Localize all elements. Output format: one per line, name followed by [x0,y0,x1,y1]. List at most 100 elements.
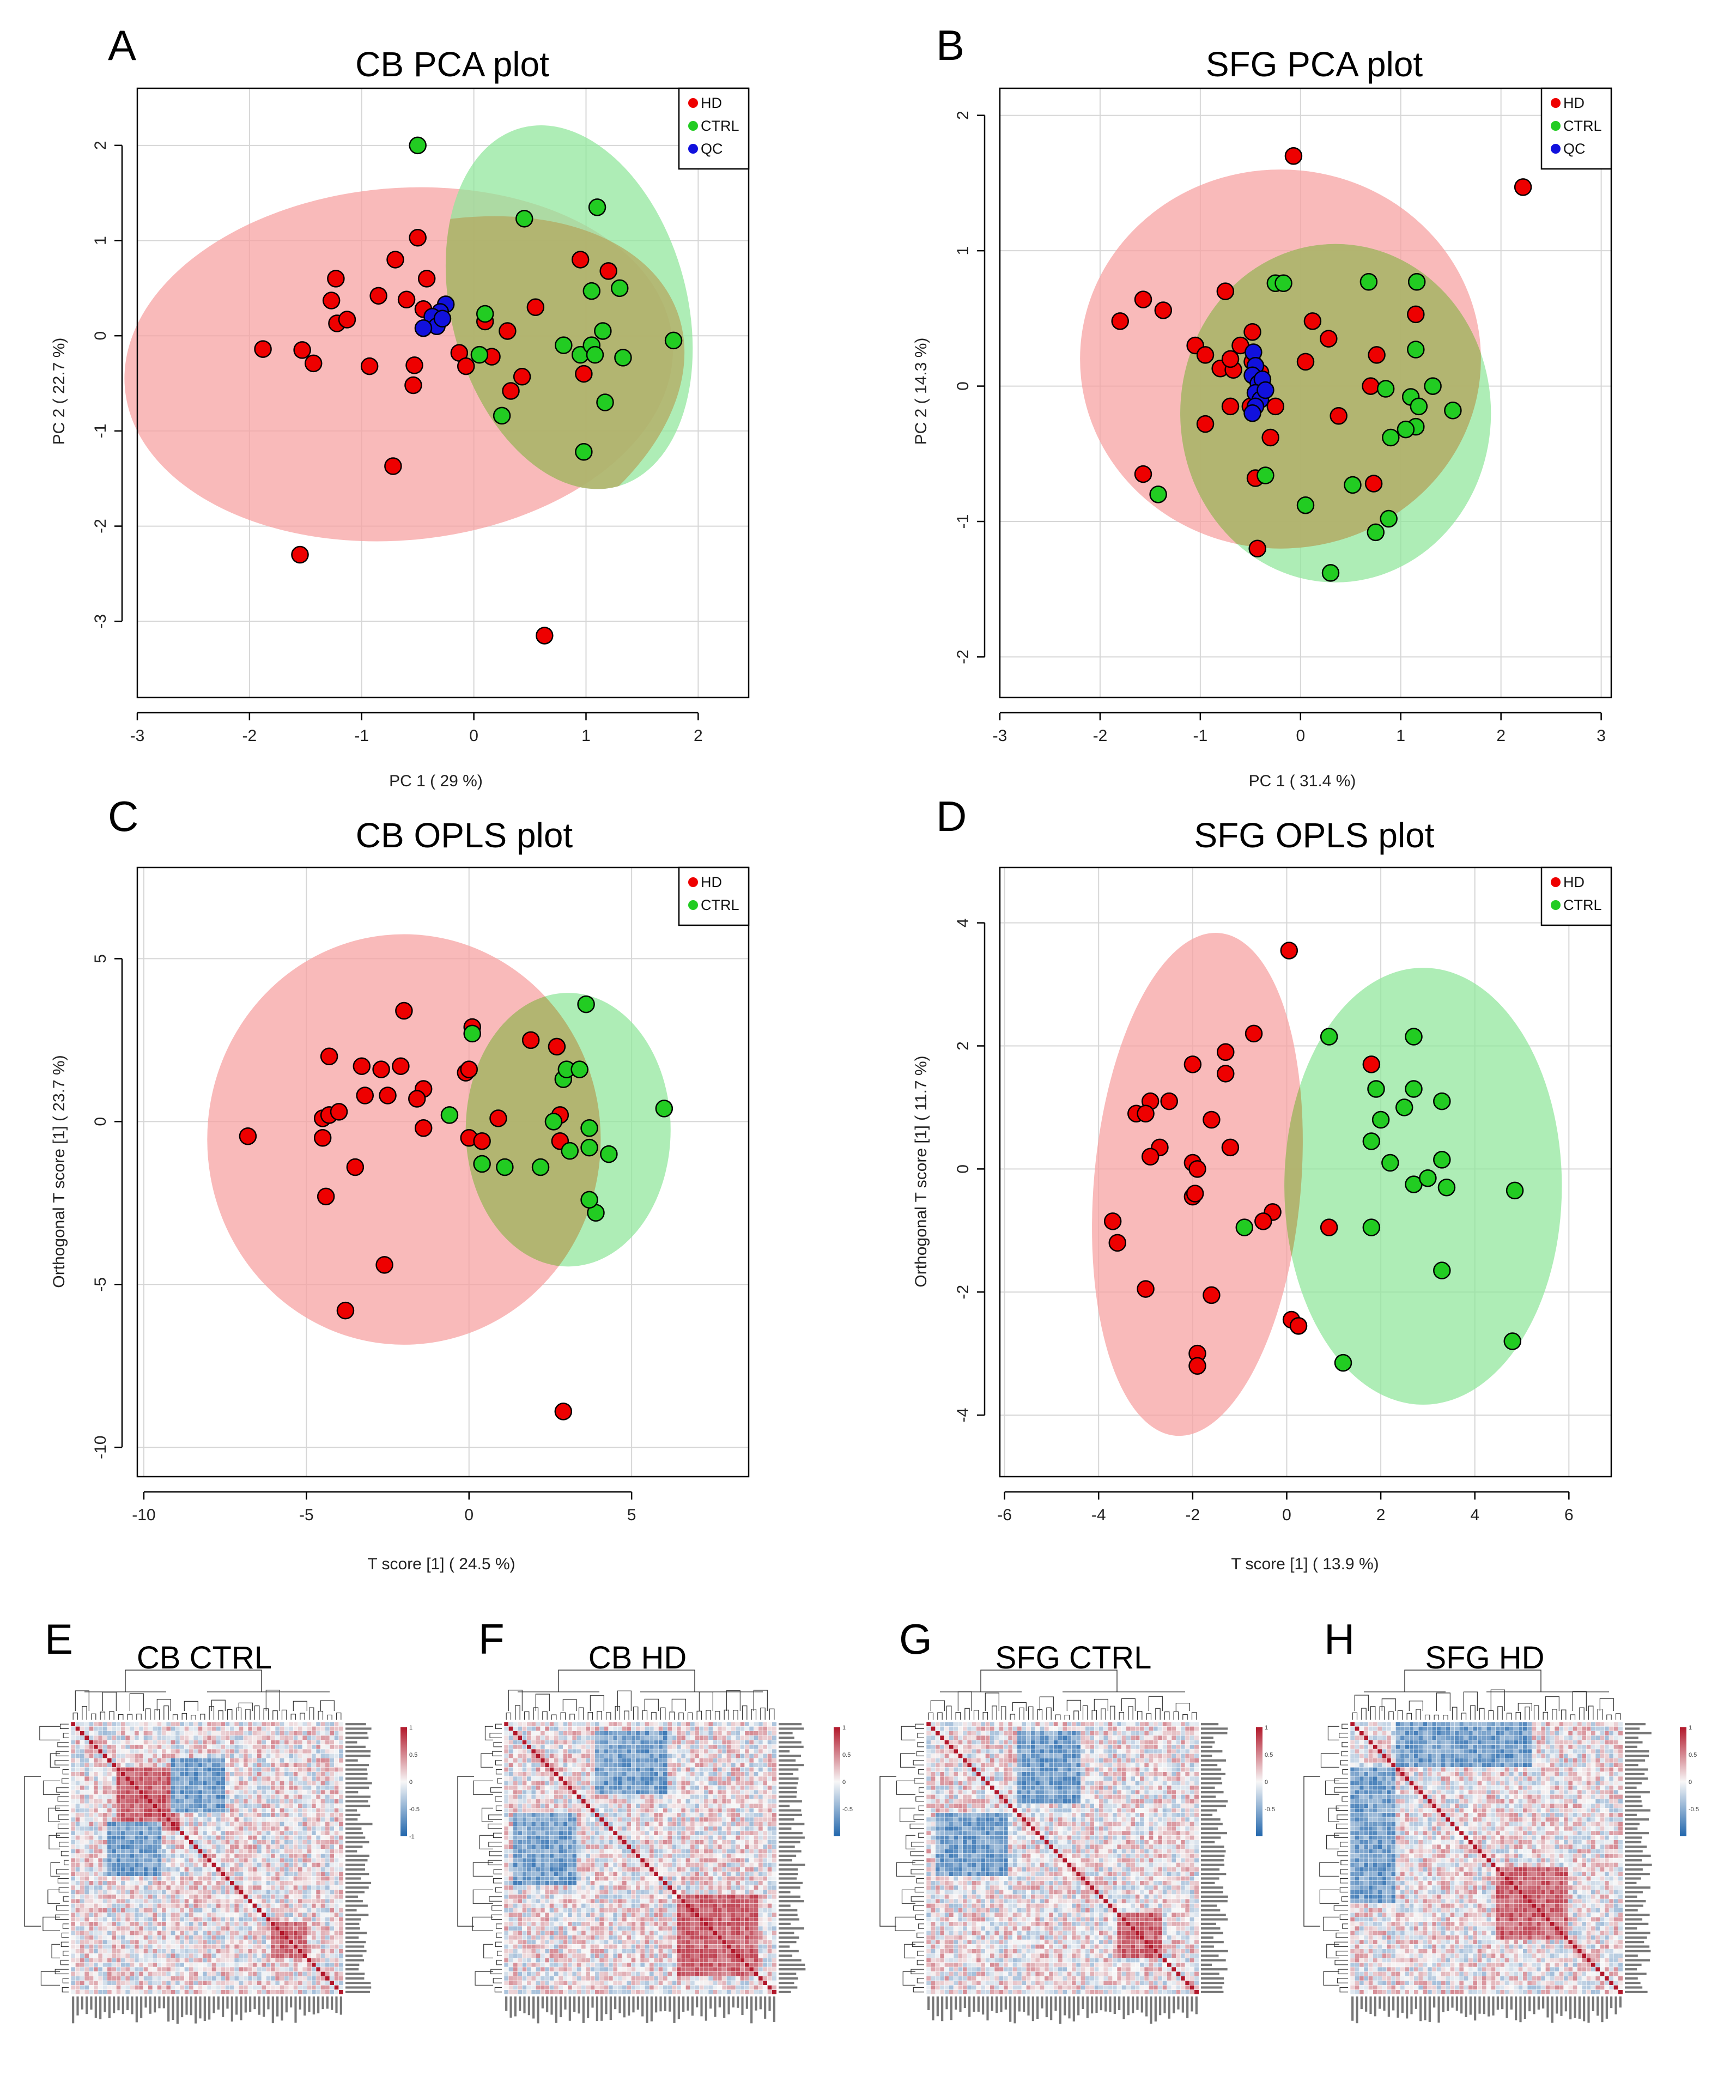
col-label-e [72,1996,74,2023]
heatmap-cell-e [280,1844,284,1849]
heatmap-cell-e [293,1758,298,1763]
heatmap-cell-e [121,1745,126,1750]
heatmap-cell-e [180,1772,185,1777]
heatmap-cell-e [280,1872,284,1877]
heatmap-cell-e [302,1940,307,1945]
heatmap-cell-e [143,1776,148,1781]
heatmap-cell-f [536,1772,541,1777]
heatmap-cell-e [135,1776,139,1781]
heatmap-cell-e [284,1890,289,1895]
heatmap-cell-e [148,1763,153,1768]
heatmap-cell-e [153,1872,157,1877]
heatmap-cell-f [518,1776,523,1781]
heatmap-cell-e [275,1822,280,1826]
heatmap-cell-f [527,1740,532,1745]
heatmap-cell-e [280,1745,284,1750]
heatmap-cell-e [189,1858,194,1863]
col-label-e [267,1996,269,2010]
row-label-e [345,1741,357,1743]
heatmap-cell-e [193,1772,198,1777]
heatmap-cell-e [221,1763,226,1768]
heatmap-cell-e [135,1899,139,1904]
heatmap-cell-e [244,1885,248,1890]
heatmap-cell-f [745,1767,750,1772]
heatmap-cell-e [239,1953,244,1958]
heatmap-cell-e [257,1781,262,1786]
heatmap-cell-e [75,1731,80,1736]
heatmap-cell-e [112,1895,117,1899]
heatmap-cell-e [198,1822,203,1826]
heatmap-cell-e [71,1844,76,1849]
heatmap-cell-e [80,1804,85,1808]
heatmap-cell-e [166,1781,171,1786]
heatmap-cell-e [330,1722,335,1727]
heatmap-cell-e [234,1858,239,1863]
col-label-e [226,1996,228,2008]
heatmap-cell-e [266,1922,271,1927]
heatmap-cell-e [153,1786,157,1791]
heatmap-cell-e [175,1840,180,1845]
heatmap-cell-e [284,1935,289,1940]
heatmap-cell-e [293,1903,298,1908]
point-ctrl-d-10 [1419,1170,1436,1186]
heatmap-cell-f [654,1767,659,1772]
heatmap-cell-f [531,1740,536,1745]
heatmap-cell-e [193,1985,198,1990]
heatmap-cell-e [162,1763,167,1768]
heatmap-cell-e [193,1794,198,1799]
heatmap-cell-e [207,1835,212,1840]
heatmap-cell-e [239,1867,244,1872]
heatmap-cell-f [572,1776,577,1781]
heatmap-cell-e [266,1944,271,1949]
heatmap-cell-f [658,1776,663,1781]
heatmap-cell-e [166,1822,171,1826]
heatmap-cell-e [135,1794,139,1799]
heatmap-cell-e [221,1772,226,1777]
heatmap-cell-e [339,1858,344,1863]
heatmap-cell-e [307,1840,312,1845]
heatmap-cell-e [94,1935,99,1940]
heatmap-cell-e [80,1881,85,1886]
heatmap-cell-e [84,1794,89,1799]
heatmap-cell-e [112,1822,117,1826]
heatmap-cell-e [98,1822,103,1826]
point-hd-d-12 [1142,1149,1158,1165]
heatmap-cell-e [94,1745,99,1750]
heatmap-cell-f [541,1763,545,1768]
heatmap-cell-e [135,1922,139,1927]
heatmap-cell-e [75,1722,80,1727]
heatmap-cell-e [230,1858,235,1863]
heatmap-cell-e [102,1826,107,1831]
heatmap-cell-e [225,1917,230,1922]
heatmap-cell-e [225,1903,230,1908]
heatmap-cell-e [98,1772,103,1777]
heatmap-cell-e [94,1917,99,1922]
heatmap-cell-e [266,1917,271,1922]
heatmap-cell-e [293,1867,298,1872]
heatmap-cell-f [745,1776,750,1781]
heatmap-cell-e [252,1745,257,1750]
heatmap-cell-e [71,1953,76,1958]
heatmap-cell-f [658,1753,663,1758]
heatmap-cell-e [193,1835,198,1840]
heatmap-cell-e [330,1885,335,1890]
heatmap-cell-e [280,1817,284,1822]
heatmap-cell-e [116,1935,121,1940]
heatmap-cell-e [148,1786,153,1791]
heatmap-cell-e [94,1794,99,1799]
point-hd-a-13 [305,355,321,372]
heatmap-cell-e [239,1822,244,1826]
heatmap-cell-e [262,1781,266,1786]
heatmap-cell-e [193,1854,198,1859]
heatmap-cell-e [148,1981,153,1986]
heatmap-cell-e [89,1749,94,1754]
heatmap-cell-e [139,1772,144,1777]
heatmap-cell-e [102,1822,107,1826]
heatmap-cell-e [102,1786,107,1791]
heatmap-cell-e [334,1840,339,1845]
heatmap-cell-e [266,1953,271,1958]
heatmap-cell-f [599,1726,604,1731]
heatmap-cell-f [713,1745,718,1750]
heatmap-cell-f [731,1763,736,1768]
heatmap-cell-e [298,1953,303,1958]
